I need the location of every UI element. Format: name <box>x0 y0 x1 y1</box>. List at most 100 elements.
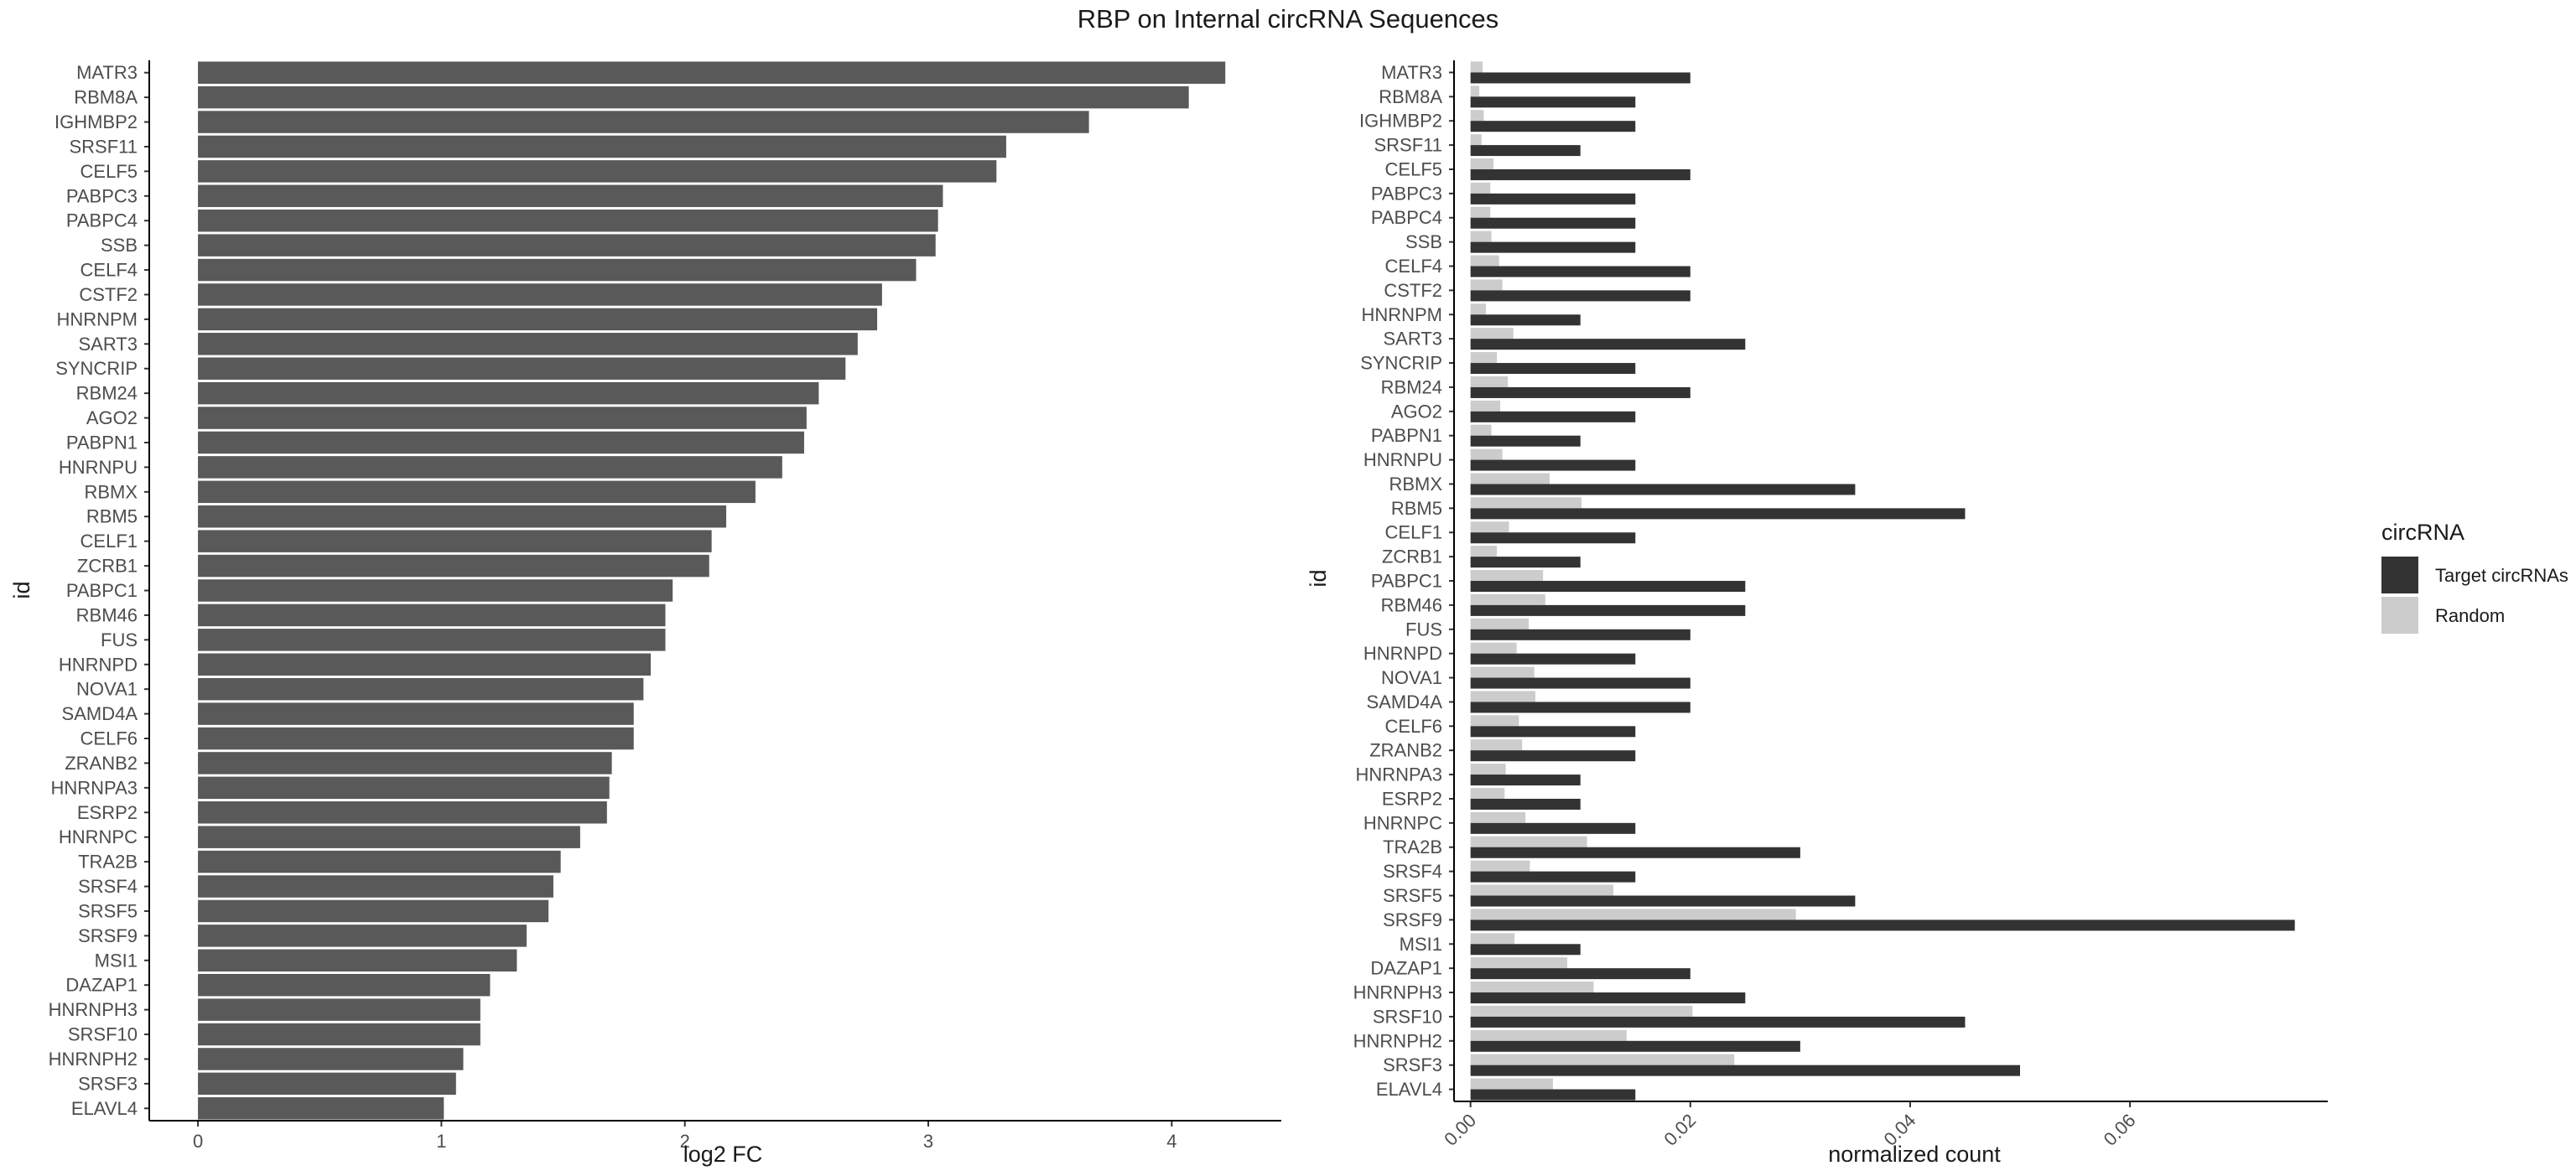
y-tick-label: HNRNPU <box>1363 449 1442 470</box>
y-tick-label: ELAVL4 <box>71 1098 138 1119</box>
bar-random-hnrnpa3 <box>1470 764 1506 775</box>
bar-target-hnrnpd <box>1470 653 1636 665</box>
y-tick-label: IGHMBP2 <box>1359 111 1442 132</box>
bar-pabpn1 <box>198 431 804 454</box>
bar-nova1 <box>198 677 644 701</box>
bar-random-dazap1 <box>1470 957 1568 969</box>
y-tick-label: SRSF11 <box>1374 135 1442 156</box>
bar-random-celf1 <box>1470 521 1509 533</box>
legend-label-random: Random <box>2435 605 2505 626</box>
figure-title: RBP on Internal circRNA Sequences <box>1078 4 1499 34</box>
y-tick-label: PABPC1 <box>1371 571 1442 592</box>
bar-target-rbmx <box>1470 484 1856 495</box>
bar-random-srsf3 <box>1470 1054 1735 1065</box>
x-tick-label: 4 <box>1166 1131 1176 1152</box>
bar-target-msi1 <box>1470 944 1581 956</box>
bar-target-celf5 <box>1470 168 1690 180</box>
y-tick-label: HNRNPH2 <box>1353 1030 1442 1051</box>
bar-msi1 <box>198 949 517 972</box>
bar-rbm24 <box>198 381 819 405</box>
y-tick-label: NOVA1 <box>76 679 138 700</box>
bar-target-hnrnph3 <box>1470 992 1746 1004</box>
y-tick-label: SART3 <box>78 334 138 355</box>
x-tick-label: 0 <box>193 1131 203 1152</box>
bar-srsf9 <box>198 925 527 947</box>
y-tick-label: SRSF3 <box>1383 1054 1442 1075</box>
bar-pabpc1 <box>198 579 673 602</box>
bar-random-zranb2 <box>1470 739 1523 751</box>
bar-hnrnpd <box>198 653 652 676</box>
bar-random-cstf2 <box>1470 279 1503 291</box>
right-x-ticks: 0.00 0.02 0.04 0.06 <box>1440 1101 2140 1150</box>
bar-random-msi1 <box>1470 933 1515 945</box>
y-tick-label: HNRNPD <box>1363 643 1442 664</box>
bar-celf1 <box>198 530 712 552</box>
left-x-ticks: 0 1 2 3 4 <box>193 1121 1176 1152</box>
bar-rbmx <box>198 480 756 504</box>
bar-target-hnrnpu <box>1470 459 1636 471</box>
y-tick-label: HNRNPD <box>59 654 138 675</box>
bar-target-ssb <box>1470 241 1636 253</box>
bar-random-ago2 <box>1470 400 1501 412</box>
bar-target-srsf10 <box>1470 1016 1966 1028</box>
bar-random-ssb <box>1470 231 1492 242</box>
y-tick-label: ESRP2 <box>1382 788 1442 809</box>
y-tick-label: DAZAP1 <box>1370 958 1442 979</box>
bar-target-samd4a <box>1470 702 1690 713</box>
bar-target-dazap1 <box>1470 968 1690 980</box>
y-tick-label: MATR3 <box>1381 62 1442 83</box>
bar-ago2 <box>198 407 807 429</box>
right-bars <box>1470 61 2295 1101</box>
y-tick-label: SSB <box>101 235 138 256</box>
y-tick-label: TRA2B <box>78 852 138 873</box>
y-tick-label: HNRNPM <box>56 308 138 329</box>
y-tick-label: DAZAP1 <box>65 975 138 996</box>
y-tick-label: HNRNPC <box>1363 812 1442 833</box>
bar-target-fus <box>1470 629 1690 640</box>
y-tick-label: RBM24 <box>76 383 138 404</box>
y-tick-label: HNRNPA3 <box>50 777 138 798</box>
bar-target-srsf4 <box>1470 871 1636 883</box>
y-tick-label: FUS <box>1405 619 1442 640</box>
y-tick-label: CSTF2 <box>79 284 138 305</box>
bar-pabpc4 <box>198 209 938 232</box>
y-tick-label: ZRANB2 <box>1369 740 1442 761</box>
bar-rbm46 <box>198 604 666 627</box>
y-tick-label: NOVA1 <box>1381 667 1442 688</box>
bar-random-pabpc4 <box>1470 206 1491 218</box>
y-tick-label: RBM46 <box>76 604 138 625</box>
bar-target-esrp2 <box>1470 798 1581 810</box>
bar-target-celf4 <box>1470 266 1690 277</box>
y-tick-label: CELF1 <box>80 531 138 552</box>
bar-pabpc3 <box>198 184 943 208</box>
bar-target-tra2b <box>1470 847 1800 858</box>
bar-target-sart3 <box>1470 339 1746 350</box>
bar-hnrnph2 <box>198 1048 464 1070</box>
bar-random-matr3 <box>1470 61 1483 73</box>
left-x-axis-title: log2 FC <box>683 1142 763 1167</box>
bar-random-samd4a <box>1470 691 1535 702</box>
y-tick-label: CELF4 <box>80 260 138 281</box>
bar-random-nova1 <box>1470 666 1535 678</box>
y-tick-label: ZRANB2 <box>65 753 138 774</box>
bar-srsf10 <box>198 1023 480 1046</box>
bar-random-zcrb1 <box>1470 546 1498 557</box>
bar-random-fus <box>1470 618 1530 629</box>
bar-target-pabpc3 <box>1470 193 1636 205</box>
bar-random-srsf10 <box>1470 1005 1693 1017</box>
bar-random-esrp2 <box>1470 787 1505 799</box>
bar-random-rbm8a <box>1470 85 1480 97</box>
bar-target-rbm46 <box>1470 604 1746 616</box>
y-tick-label: SRSF11 <box>69 136 138 157</box>
y-tick-label: SRSF4 <box>1383 861 1442 882</box>
y-tick-label: ZCRB1 <box>1382 547 1442 567</box>
bar-syncrip <box>198 357 846 380</box>
y-tick-label: CELF4 <box>1385 256 1442 277</box>
bar-elavl4 <box>198 1097 444 1120</box>
y-tick-label: SRSF5 <box>78 900 138 921</box>
y-tick-label: MSI1 <box>1400 934 1442 955</box>
y-tick-label: CELF6 <box>1385 716 1442 737</box>
y-tick-label: CELF6 <box>80 728 138 749</box>
bar-random-hnrnpc <box>1470 811 1526 823</box>
